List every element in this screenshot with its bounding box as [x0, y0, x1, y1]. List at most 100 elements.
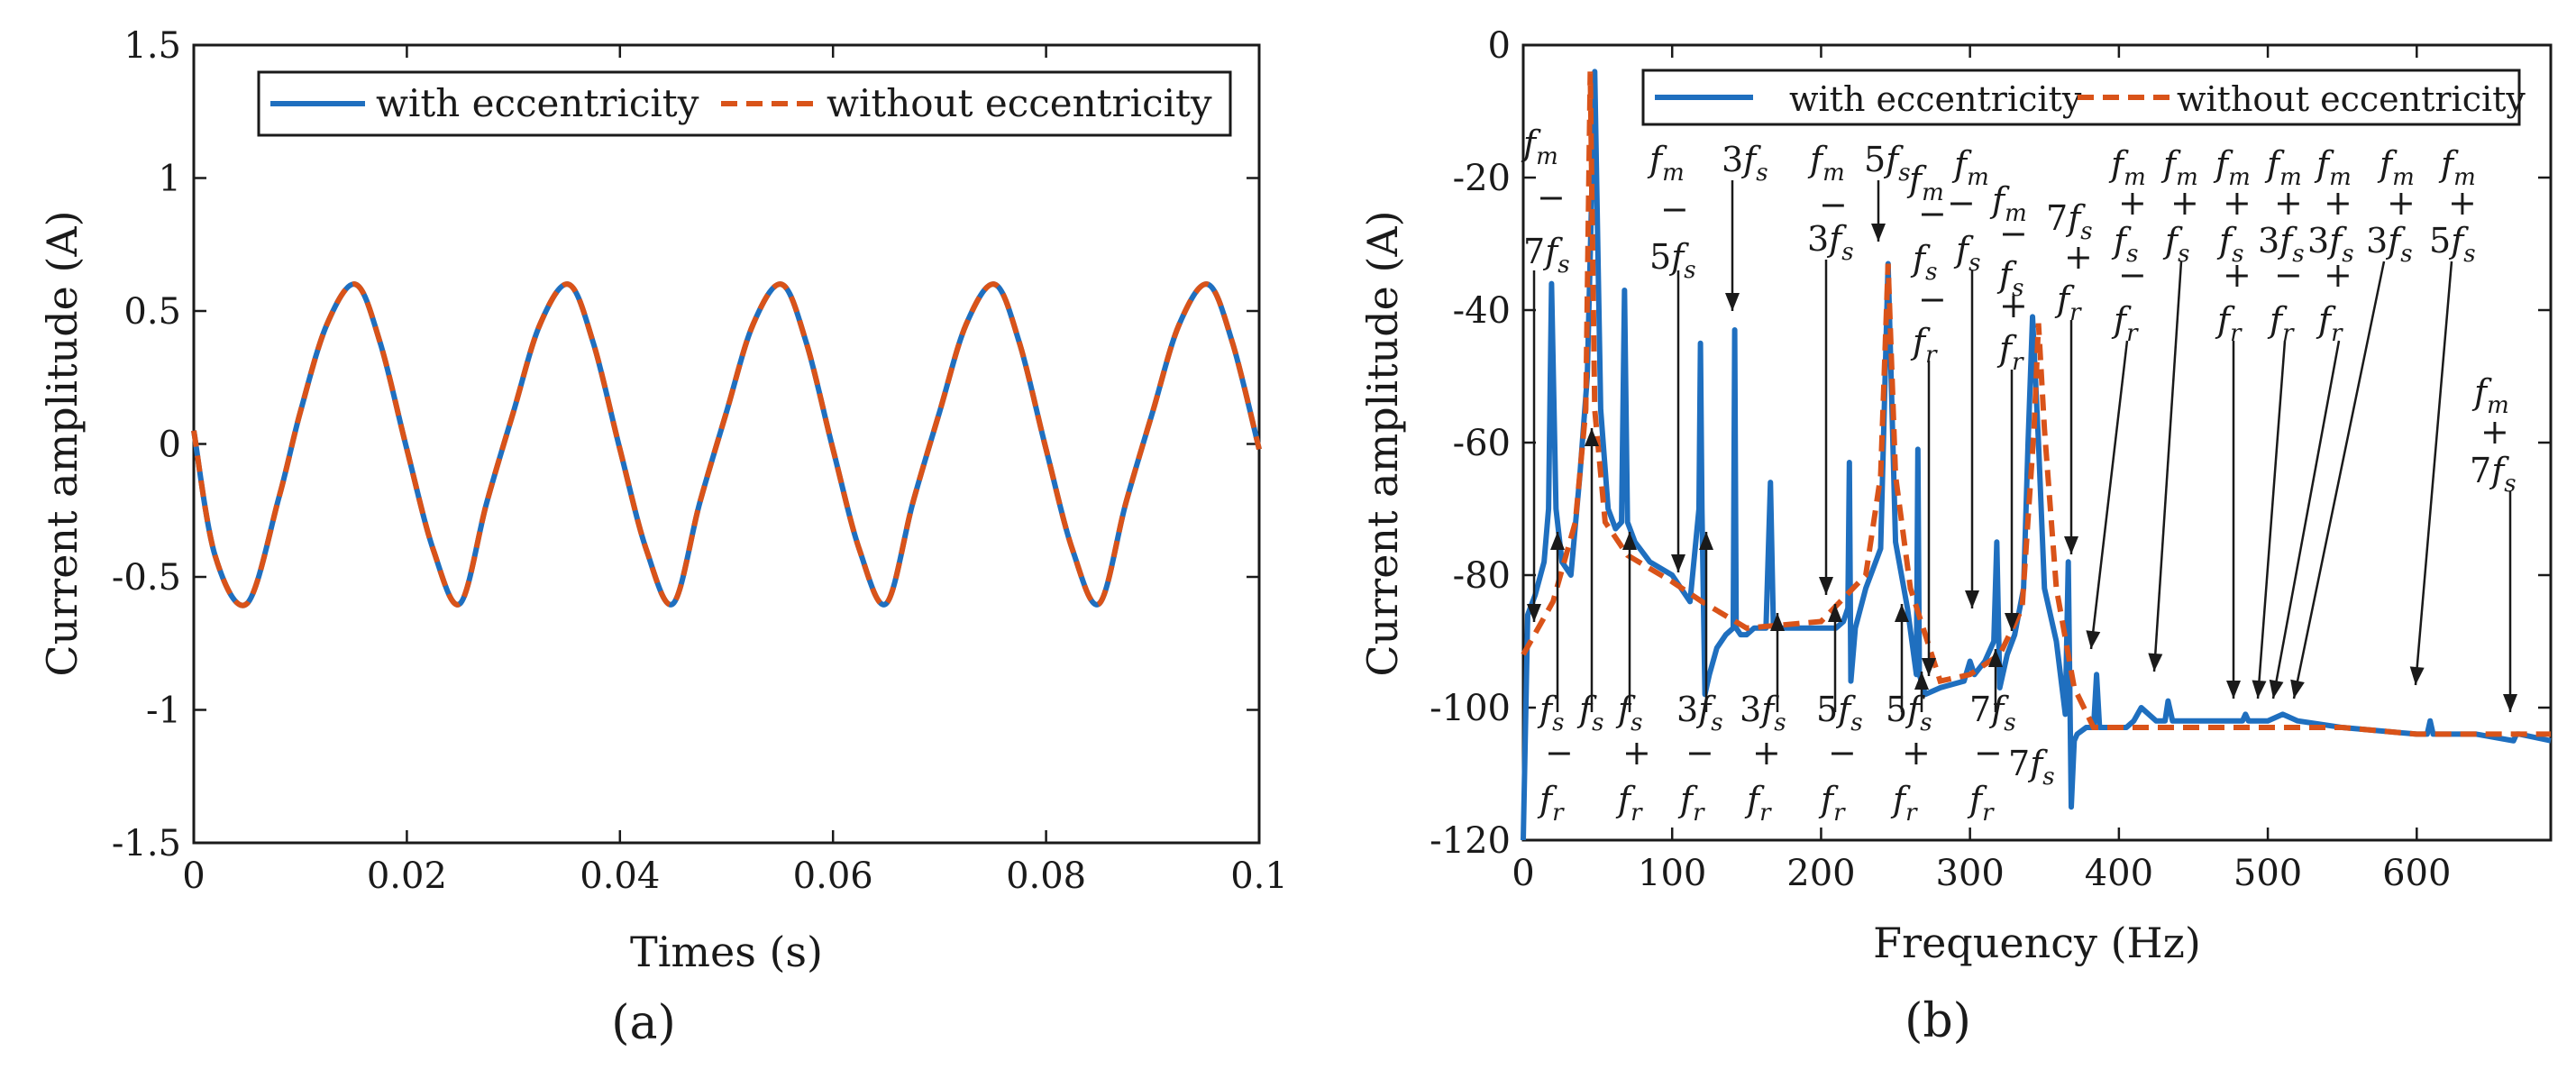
x-tick-label: 500: [2233, 853, 2302, 894]
svg-text:3fs: 3fs: [1740, 690, 1786, 736]
annotation-arrowhead: [1922, 658, 1936, 676]
svg-text:−: −: [1947, 183, 1976, 223]
svg-text:7fs: 7fs: [2470, 451, 2517, 498]
svg-text:3fs: 3fs: [2258, 221, 2305, 268]
tick-labels-b: 0 100 200 300 400 500 600 0 -20 -40 -60 -80 -100 -120: [1430, 25, 2451, 894]
x-tick-label: 0.02: [367, 855, 447, 897]
legend-label-with-eccentricity-b: with eccentricity: [1789, 79, 2082, 119]
panel-label-a: (a): [611, 996, 676, 1050]
annotation-fm-minus-7fs: fm − 7fs: [1521, 123, 1570, 279]
series-with-eccentricity-spectrum: [1521, 69, 2552, 841]
svg-text:fm: fm: [2108, 144, 2146, 191]
x-axis-label-a: Times (s): [630, 928, 823, 976]
annotation-arrowhead: [1550, 532, 1565, 550]
series-group-b: [1521, 69, 2552, 841]
x-tick-label: 100: [1638, 853, 1706, 894]
annotation-arrowhead: [2290, 679, 2305, 699]
annotation-arrow-line: [2414, 261, 2453, 686]
annotation-arrowhead: [2086, 630, 2101, 649]
x-tick-label: 0.08: [1006, 855, 1086, 897]
annotation-arrowhead: [2005, 613, 2019, 631]
svg-text:+: +: [2274, 183, 2303, 223]
x-tick-label: 0.1: [1230, 855, 1288, 897]
svg-text:−: −: [2118, 255, 2147, 295]
y-tick-label: 1.5: [123, 25, 181, 67]
svg-text:+: +: [2448, 183, 2477, 223]
annotation-arrow-line: [2256, 340, 2287, 700]
x-tick-label: 0: [182, 855, 205, 897]
annotation-arrowhead: [2226, 681, 2241, 699]
y-tick-label: 0: [159, 425, 181, 466]
annotation-arrowhead: [1725, 293, 1740, 311]
y-tick-label: -100: [1430, 688, 1511, 729]
annotation-3fs-minus-fr: 3fs − fr: [1676, 690, 1723, 827]
svg-text:−: −: [2274, 255, 2303, 295]
x-tick-label: 600: [2382, 853, 2451, 894]
annotation-arrowhead: [1770, 613, 1785, 631]
svg-text:+: +: [1999, 286, 2028, 325]
svg-text:fm: fm: [2438, 144, 2476, 191]
svg-text:fr: fr: [1967, 780, 1995, 827]
svg-text:−: −: [1918, 279, 1947, 319]
svg-text:3fs: 3fs: [2366, 221, 2413, 268]
svg-text:+: +: [2387, 183, 2416, 223]
annotation-arrow-line: [2152, 261, 2183, 672]
annotation-arrowhead: [1527, 604, 1541, 622]
y-tick-label: -20: [1453, 158, 1511, 199]
annotation-arrowhead: [2148, 653, 2163, 672]
tick-marks-a: [192, 43, 1261, 845]
svg-text:+: +: [2324, 183, 2352, 223]
annotation-arrowhead: [1895, 604, 1909, 622]
svg-text:−: −: [1999, 214, 2028, 253]
x-tick-label: 300: [1935, 853, 2004, 894]
annotation-arrowhead: [1965, 590, 1979, 608]
svg-text:+: +: [1902, 733, 1931, 773]
svg-text:−: −: [1828, 733, 1857, 773]
annotation-fm-plus-fs-minus-fr: fm + fs − fr: [2108, 144, 2147, 347]
legend-label-without-eccentricity: without eccentricity: [827, 81, 1212, 125]
y-tick-label: -1.5: [112, 823, 181, 864]
annotation-arrow-line: [2271, 340, 2341, 700]
tick-labels-a: 0 0.02 0.04 0.06 0.08 0.1 -1.5 -1 -0.5 0 0.5 1 1.5: [112, 25, 1288, 897]
annotation-fm-plus-3fs: fm + 3fs: [2366, 144, 2416, 268]
annotation-arrowhead: [1671, 554, 1685, 572]
y-tick-label: -120: [1430, 820, 1511, 862]
annotation-fm-plus-3fs-plus-fr: fm + 3fs + fr: [2307, 144, 2354, 347]
x-tick-label: 0: [1512, 853, 1534, 894]
y-tick-label: -60: [1453, 423, 1511, 464]
y-tick-label: -40: [1453, 290, 1511, 332]
svg-text:fr: fr: [1677, 780, 1705, 827]
svg-text:−: −: [1537, 178, 1566, 217]
svg-text:+: +: [2223, 255, 2252, 295]
annotation-fm-plus-fs-plus-fr: fm + fs + fr: [2213, 144, 2252, 347]
svg-text:+: +: [2170, 183, 2199, 223]
panel-label-b: (b): [1905, 994, 1971, 1048]
annotation-arrowhead: [2252, 680, 2267, 699]
panel-b: 0 100 200 300 400 500 600 0 -20 -40 -60 -80 -100 -120…: [1358, 25, 2553, 1048]
annotation-arrowhead: [2064, 536, 2078, 554]
svg-text:+: +: [2064, 237, 2093, 277]
svg-text:−: −: [1685, 733, 1714, 773]
x-axis-label-b: Frequency (Hz): [1873, 919, 2201, 967]
x-tick-label: 400: [2085, 853, 2153, 894]
y-tick-label: 0.5: [123, 291, 181, 333]
svg-text:3fs: 3fs: [2307, 221, 2354, 268]
svg-text:−: −: [1660, 189, 1689, 229]
annotation-arrowhead: [1699, 532, 1713, 550]
svg-text:+: +: [1752, 733, 1781, 773]
x-tick-label: 0.06: [793, 855, 873, 897]
annotation-arrowhead: [1914, 672, 1929, 690]
annotation-arrowhead: [2503, 694, 2517, 712]
annotation-arrowhead: [1988, 649, 2003, 667]
annotation-arrowhead: [2409, 666, 2425, 685]
series-group-a: [191, 281, 1262, 608]
series-without-eccentricity: [191, 281, 1262, 608]
svg-text:+: +: [2324, 255, 2352, 295]
svg-text:−: −: [1545, 733, 1574, 773]
annotation-arrowhead: [1585, 428, 1599, 446]
y-tick-label: 0: [1488, 25, 1511, 67]
svg-text:+: +: [2480, 412, 2509, 452]
svg-text:+: +: [1622, 733, 1651, 773]
y-tick-label: -0.5: [112, 557, 181, 599]
y-axis-label-b: Current amplitude (A): [1358, 210, 1407, 676]
